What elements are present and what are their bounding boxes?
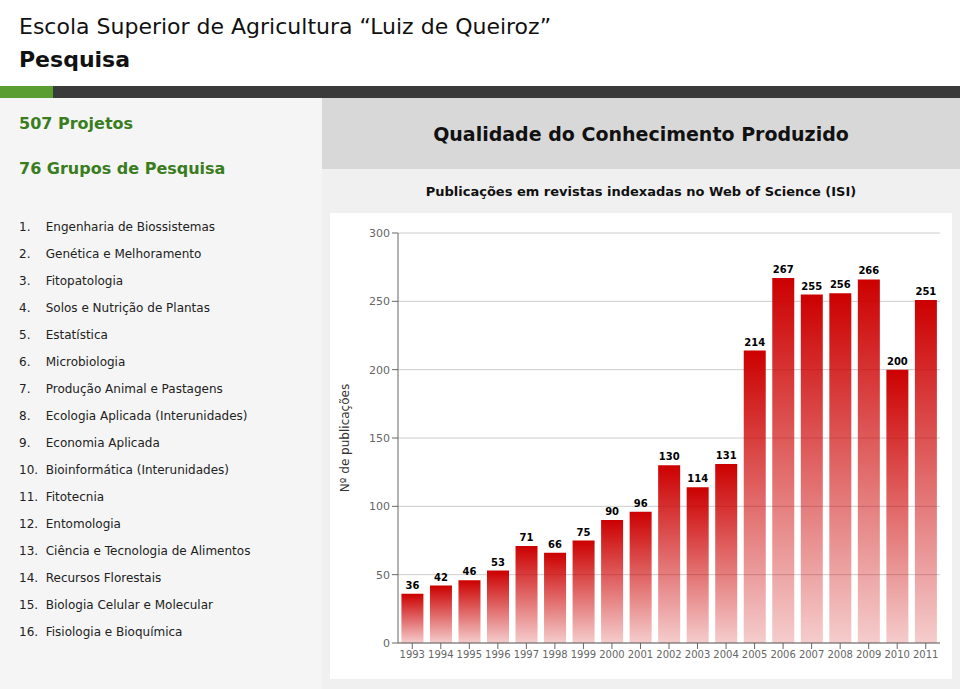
html-text:16. Fisiologia e Bioquímica: 16. Fisiologia e Bioquímica [19,625,183,639]
html-text:2. Genética e Melhoramento: 2. Genética e Melhoramento [19,247,202,261]
svg-text:2005: 2005 [742,649,767,660]
svg-text:36: 36 [405,580,419,591]
svg-text:2002: 2002 [656,649,681,660]
svg-text:2009: 2009 [856,649,881,660]
html-text:1. Engenharia de Biossistemas: 1. Engenharia de Biossistemas [19,220,216,234]
html-text:507 Projetos: 507 Projetos [19,114,134,133]
svg-text:71: 71 [520,532,534,543]
svg-text:96: 96 [634,498,648,509]
svg-text:251: 251 [915,286,936,297]
svg-text:300: 300 [369,227,390,240]
svg-text:214: 214 [744,337,765,348]
svg-text:66: 66 [548,539,562,550]
svg-text:2006: 2006 [770,649,795,660]
html-text:76 Grupos de Pesquisa: 76 Grupos de Pesquisa [19,159,226,178]
svg-text:131: 131 [716,450,737,461]
svg-text:266: 266 [858,265,879,276]
html-text:5. Estatística: 5. Estatística [19,328,108,342]
html-text:9. Economia Aplicada: 9. Economia Aplicada [19,436,160,450]
svg-text:42: 42 [434,572,448,583]
svg-text:1993: 1993 [400,649,425,660]
html-text:10. Bioinformática (Interunida: 10. Bioinformática (Interunidades) [19,463,229,477]
svg-text:200: 200 [369,364,390,377]
html-text:6. Microbiologia: 6. Microbiologia [19,355,126,369]
svg-text:130: 130 [659,451,680,462]
svg-text:250: 250 [369,295,390,308]
svg-text:2010: 2010 [884,649,909,660]
svg-text:1994: 1994 [428,649,453,660]
html-text:4. Solos e Nutrição de Plantas: 4. Solos e Nutrição de Plantas [19,301,210,315]
svg-text:2008: 2008 [827,649,852,660]
svg-text:2001: 2001 [628,649,653,660]
svg-text:100: 100 [369,500,390,513]
svg-text:1998: 1998 [542,649,567,660]
html-text:11. Fitotecnia: 11. Fitotecnia [19,490,105,504]
html-text:12. Entomologia: 12. Entomologia [19,517,121,531]
svg-text:1995: 1995 [457,649,482,660]
html-text:8. Ecologia Aplicada (Interuni: 8. Ecologia Aplicada (Interunidades) [19,409,248,423]
svg-text:2004: 2004 [713,649,738,660]
svg-text:46: 46 [463,566,477,577]
html-text:3. Fitopatologia: 3. Fitopatologia [19,274,124,288]
svg-text:1999: 1999 [571,649,596,660]
svg-text:Nº de publicações: Nº de publicações [338,384,352,492]
svg-text:200: 200 [887,356,908,367]
svg-text:90: 90 [605,506,619,517]
svg-text:150: 150 [369,432,390,445]
svg-text:1997: 1997 [514,649,539,660]
html-text:15. Biologia Celular e Molecul: 15. Biologia Celular e Molecular [19,598,213,612]
svg-text:114: 114 [687,473,708,484]
svg-text:2000: 2000 [599,649,624,660]
svg-text:50: 50 [376,569,390,582]
svg-text:53: 53 [491,557,505,568]
svg-text:2007: 2007 [799,649,824,660]
svg-text:2003: 2003 [685,649,710,660]
html-text:Escola Superior de Agricultura: Escola Superior de Agricultura “Luiz de … [19,14,551,39]
svg-text:0: 0 [383,637,390,650]
svg-text:255: 255 [801,281,822,292]
svg-text:2011: 2011 [913,649,938,660]
html-text:14. Recursos Florestais: 14. Recursos Florestais [19,571,162,585]
html-text:Qualidade do Conhecimento Prod: Qualidade do Conhecimento Produzido [433,122,849,145]
svg-text:75: 75 [577,527,591,538]
html-text:Pesquisa: Pesquisa [19,47,130,72]
svg-text:256: 256 [830,279,851,290]
svg-text:267: 267 [773,264,794,275]
svg-text:1996: 1996 [485,649,510,660]
html-text:Publicações em revistas indexa: Publicações em revistas indexadas no Web… [425,183,857,199]
html-text:7. Produção Animal e Pastagens: 7. Produção Animal e Pastagens [19,382,223,396]
html-text:13. Ciência e Tecnologia de Al: 13. Ciência e Tecnologia de Alimentos [19,544,251,558]
